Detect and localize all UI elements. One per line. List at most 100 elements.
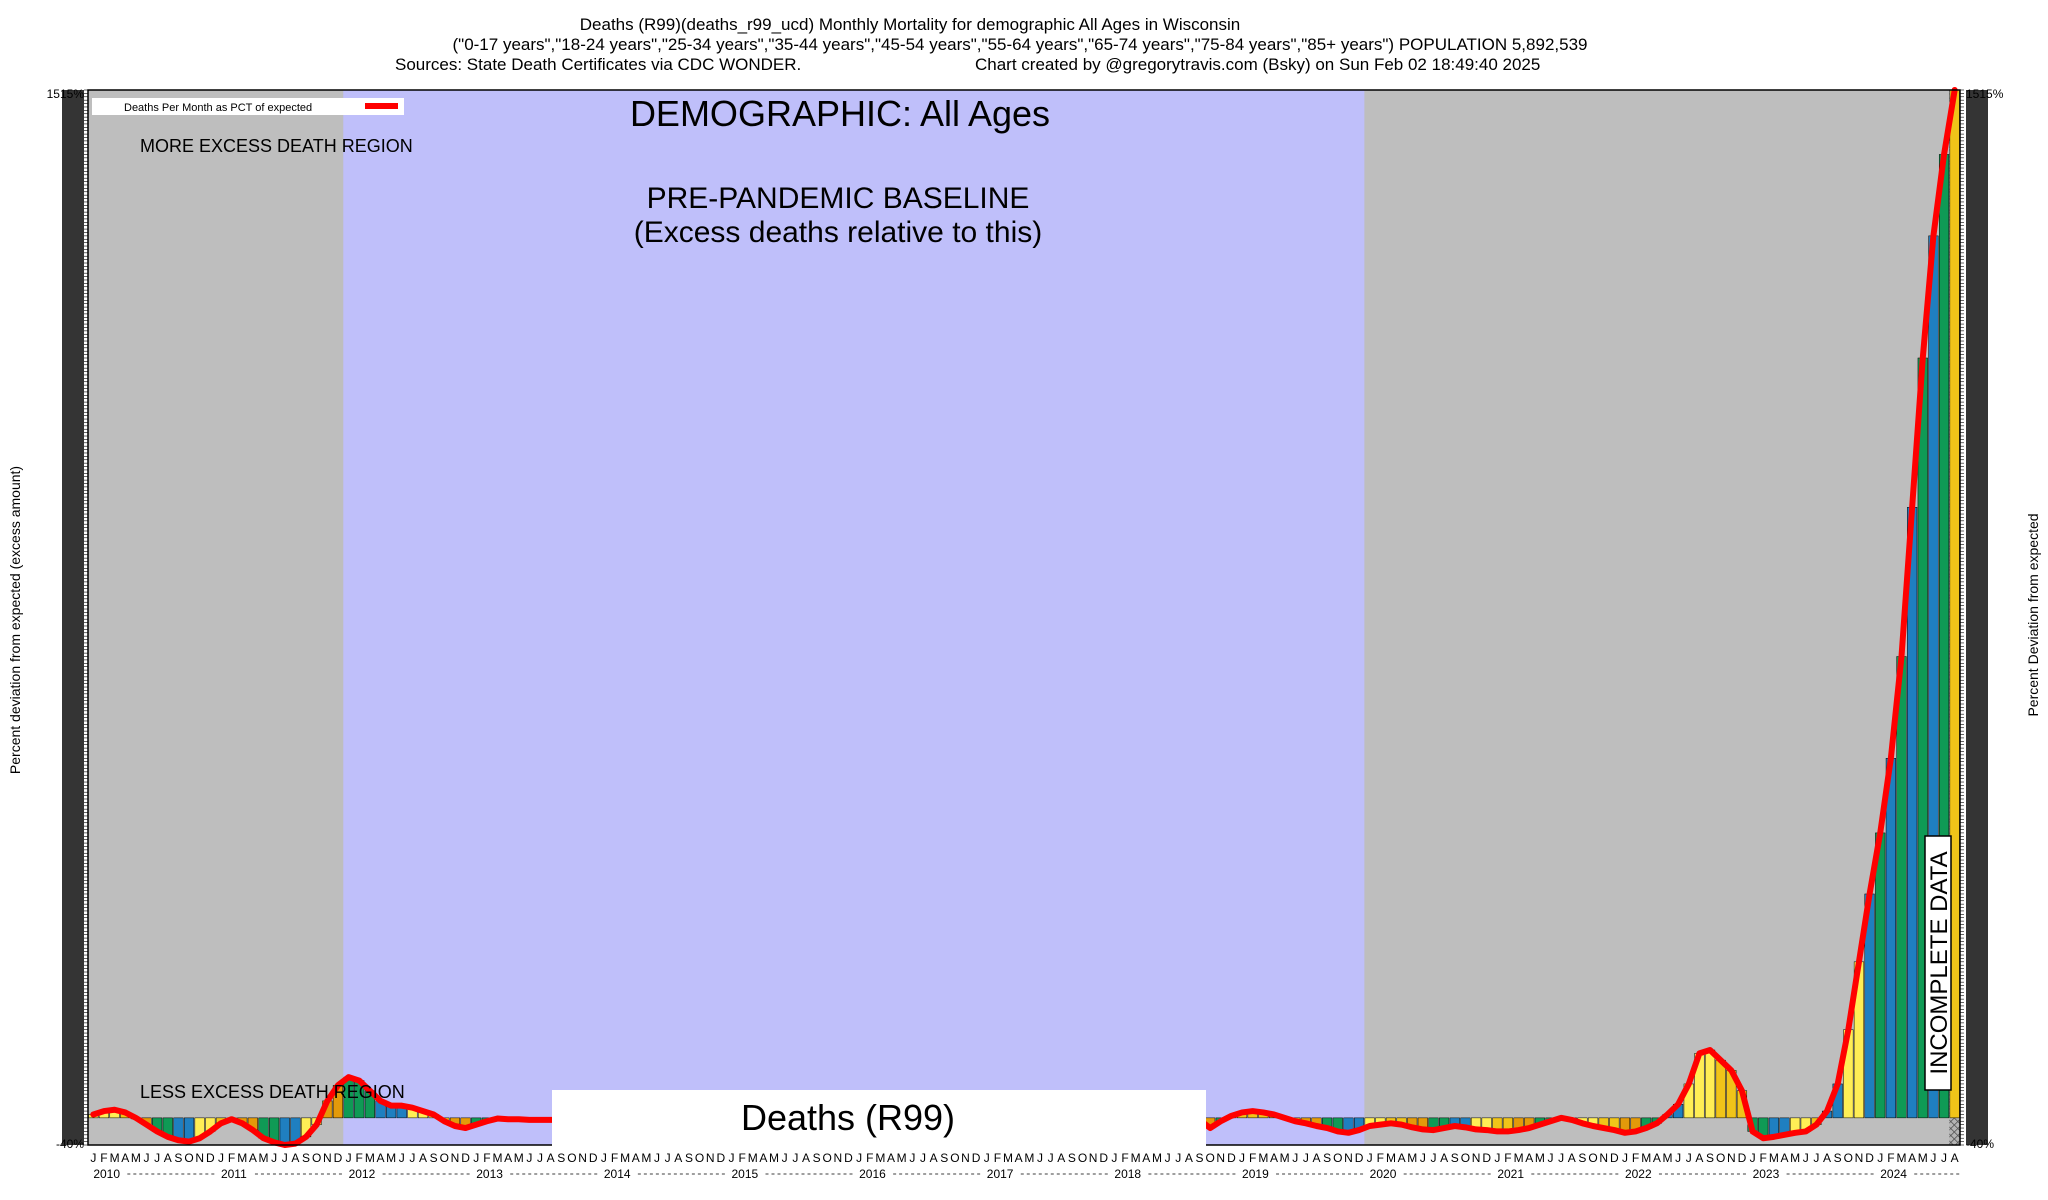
x-month-label: M: [493, 1151, 503, 1165]
incomplete-data-box: [1924, 835, 1952, 1091]
x-month-label: A: [504, 1151, 512, 1165]
legend-label: Deaths Per Month as PCT of expected: [124, 102, 312, 114]
x-month-label: M: [1769, 1151, 1779, 1165]
x-month-label: F: [866, 1151, 873, 1165]
x-month-label: M: [875, 1151, 885, 1165]
x-month-label: D: [1865, 1151, 1874, 1165]
x-month-label: M: [1280, 1151, 1290, 1165]
x-month-label: F: [1249, 1151, 1256, 1165]
x-month-label: S: [1834, 1151, 1842, 1165]
x-month-label: M: [1790, 1151, 1800, 1165]
chart-credit: Chart created by @gregorytravis.com (Bsk…: [975, 55, 1540, 74]
x-month-label: D: [1482, 1151, 1491, 1165]
x-month-label: N: [1727, 1151, 1736, 1165]
x-month-label: J: [271, 1151, 277, 1165]
x-month-label: F: [1504, 1151, 1511, 1165]
x-month-label: J: [1303, 1151, 1309, 1165]
x-month-label: D: [1355, 1151, 1364, 1165]
x-year-label: 2024: [1880, 1167, 1907, 1181]
right-axis-label: Percent Deviation from expected: [2025, 513, 2041, 716]
x-month-label: O: [695, 1151, 704, 1165]
x-month-label: M: [1386, 1151, 1396, 1165]
x-month-label: F: [738, 1151, 745, 1165]
x-month-label: J: [218, 1151, 224, 1165]
x-year-label: 2015: [732, 1167, 759, 1181]
right-axis-bottom-tick: -40%: [1966, 1137, 1994, 1151]
x-month-label: J: [1675, 1151, 1681, 1165]
chart-sources: Sources: State Death Certificates via CD…: [395, 55, 801, 74]
x-month-label: M: [131, 1151, 141, 1165]
x-month-label: A: [1312, 1151, 1320, 1165]
x-month-label: J: [984, 1151, 990, 1165]
x-month-label: J: [1813, 1151, 1819, 1165]
x-month-label: F: [1632, 1151, 1639, 1165]
x-month-label: O: [950, 1151, 959, 1165]
x-month-label: N: [323, 1151, 332, 1165]
x-month-label: A: [1142, 1151, 1150, 1165]
x-month-label: N: [195, 1151, 204, 1165]
x-year-label: 2016: [859, 1167, 886, 1181]
baseline-label-line1: PRE-PANDEMIC BASELINE: [647, 182, 1030, 215]
series-name-box: [552, 1090, 1206, 1146]
x-month-label: M: [110, 1151, 120, 1165]
left-axis-bottom-tick: -40%: [56, 1137, 84, 1151]
x-month-label: A: [1823, 1151, 1831, 1165]
x-month-label: A: [930, 1151, 938, 1165]
x-month-label: M: [1918, 1151, 1928, 1165]
x-month-label: J: [601, 1151, 607, 1165]
x-month-label: D: [1227, 1151, 1236, 1165]
x-month-label: A: [1398, 1151, 1406, 1165]
legend-box: [92, 98, 404, 115]
x-month-label: O: [312, 1151, 321, 1165]
x-month-label: J: [1803, 1151, 1809, 1165]
x-axis-year-labels: 2010 2011 2012 2013 2014 2015 2016 2017 2018 2019…: [93, 1167, 1960, 1181]
x-month-label: J: [1420, 1151, 1426, 1165]
x-month-label: D: [1099, 1151, 1108, 1165]
x-year-label: 2011: [221, 1167, 247, 1181]
x-month-label: M: [1641, 1151, 1651, 1165]
x-month-label: D: [844, 1151, 853, 1165]
bar: [1875, 832, 1886, 1119]
x-month-label: M: [514, 1151, 524, 1165]
baseline-region: [343, 90, 1365, 1145]
x-month-label: J: [409, 1151, 415, 1165]
x-month-label: N: [578, 1151, 587, 1165]
less-excess-region-label: LESS EXCESS DEATH REGION: [140, 1082, 405, 1102]
x-month-label: M: [1514, 1151, 1524, 1165]
x-month-label: D: [589, 1151, 598, 1165]
x-month-label: M: [386, 1151, 396, 1165]
x-month-label: S: [813, 1151, 821, 1165]
x-month-label: M: [897, 1151, 907, 1165]
x-month-label: M: [259, 1151, 269, 1165]
x-year-label: 2021: [1497, 1167, 1524, 1181]
x-month-label: M: [365, 1151, 375, 1165]
x-month-label: M: [641, 1151, 651, 1165]
x-month-label: N: [1344, 1151, 1353, 1165]
x-month-label: D: [717, 1151, 726, 1165]
x-month-label: J: [1165, 1151, 1171, 1165]
x-month-label: M: [620, 1151, 630, 1165]
x-month-label: O: [1844, 1151, 1853, 1165]
x-month-label: O: [567, 1151, 576, 1165]
x-year-label: 2012: [349, 1167, 376, 1181]
x-month-label: N: [961, 1151, 970, 1165]
x-month-label: O: [1588, 1151, 1597, 1165]
x-month-label: J: [782, 1151, 788, 1165]
x-month-label: J: [1558, 1151, 1564, 1165]
x-month-label: A: [1653, 1151, 1661, 1165]
x-month-label: F: [228, 1151, 235, 1165]
x-month-label: A: [759, 1151, 767, 1165]
x-year-label: 2020: [1370, 1167, 1397, 1181]
x-month-label: J: [1431, 1151, 1437, 1165]
x-month-label: J: [1111, 1151, 1117, 1165]
x-month-label: M: [237, 1151, 247, 1165]
right-tick-label-column: [1966, 90, 1988, 1145]
series-name-label: Deaths (R99): [741, 1097, 955, 1138]
x-month-label: A: [376, 1151, 384, 1165]
x-month-label: O: [823, 1151, 832, 1165]
x-month-label: F: [1377, 1151, 1384, 1165]
x-month-label: S: [430, 1151, 438, 1165]
bar: [279, 1117, 290, 1146]
